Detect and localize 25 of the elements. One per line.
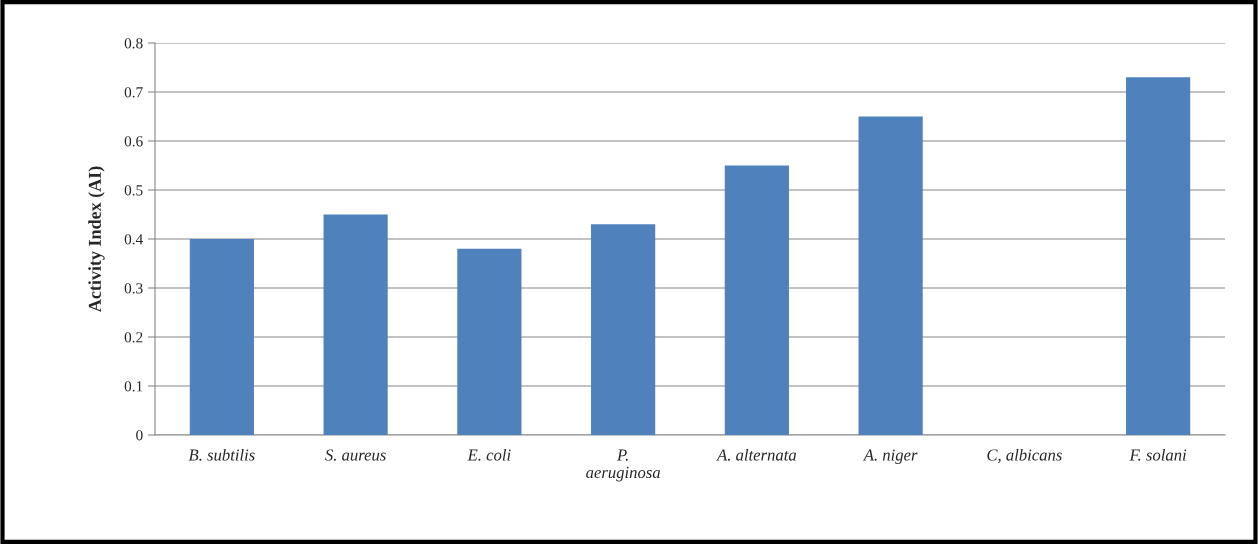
x-tick-label: F. solani <box>1129 448 1187 461</box>
bar <box>323 214 388 435</box>
bar <box>858 116 923 435</box>
y-tick-label: 0.5 <box>124 185 143 196</box>
y-tick-label: 0.4 <box>124 234 143 245</box>
bar <box>591 224 656 435</box>
y-tick-label: 0.2 <box>124 332 143 343</box>
x-tick-label: A. alternata <box>716 448 797 461</box>
x-tick-label: E. coli <box>467 448 511 461</box>
x-tick-label: A. niger <box>862 449 918 464</box>
y-tick-label: 0.6 <box>124 136 143 147</box>
y-tick-label: 0.8 <box>124 38 143 49</box>
bar <box>189 239 254 435</box>
x-tick-label: S. aureus <box>325 449 386 461</box>
y-tick-label: 0.3 <box>124 283 143 294</box>
y-tick-label: 0.1 <box>124 381 143 392</box>
x-tick-label: B. subtilis <box>188 448 255 461</box>
y-tick-label: 0 <box>136 430 143 441</box>
x-tick-label: C, albicans <box>987 448 1062 464</box>
bar <box>1126 77 1191 435</box>
bar <box>724 165 789 435</box>
y-tick-label: 0.7 <box>124 87 143 98</box>
y-axis-title: Activity Index (AI) <box>88 166 105 313</box>
x-tick-label: P. aeruginosa <box>586 449 660 482</box>
bar <box>457 248 522 435</box>
